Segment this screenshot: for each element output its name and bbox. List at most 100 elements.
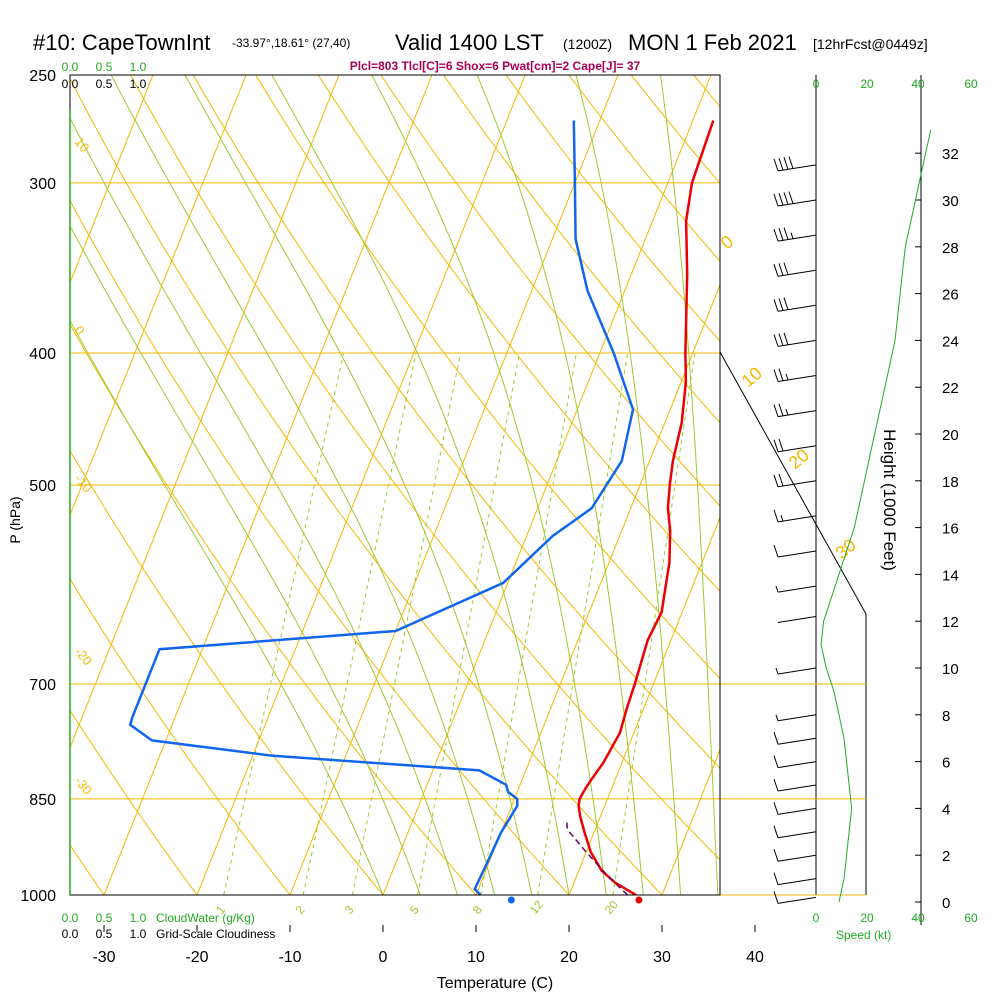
wind-barb-feather [778,228,784,241]
wind-barb-feather [773,474,779,487]
wind-barb [773,732,817,745]
height-tick-label: 32 [942,146,959,163]
mixing-ratio-label: 2 [293,903,308,917]
mixing-ratio-label: 12 [527,897,547,916]
wind-barb-feather [778,473,784,487]
height-tick-label: 28 [942,240,959,257]
wind-speed-tick-bottom: 60 [964,911,978,925]
forecast-date: MON 1 Feb 2021 [628,30,797,55]
wind-barb-feather [773,544,779,558]
wind-barb-feather [778,403,784,416]
pressure-tick-label: 500 [29,478,56,495]
wind-barb-feather [773,299,779,312]
mixing-ratio-label: 20 [602,897,622,916]
wind-barb-staff [777,550,817,558]
wind-barb-staff [777,515,817,523]
wind-barb-staff [777,784,817,792]
pressure-tick-label: 250 [29,68,56,85]
wind-barb-feather [788,191,794,204]
wind-barb-staff [777,410,817,418]
wind-barb-feather [783,262,789,275]
dry-adiabat-label: 30 [832,535,860,563]
temperature-profile-line [577,120,715,895]
wind-barb-feather [773,732,779,745]
wind-barb-feather [773,334,779,347]
dry-adiabat-line [70,449,384,895]
dry-adiabat-line [130,75,720,861]
x-tick-label: 10 [467,949,485,966]
cloudwater-axis-label: CloudWater (g/Kg) [156,911,255,925]
mixing-ratio-line [612,352,696,895]
moist-adiabat-line [371,75,607,895]
wind-barb-feather [788,156,794,169]
wind-barb-feather [773,158,779,172]
wind-barb [773,509,817,523]
wind-barb [773,825,817,839]
wind-barb [773,891,817,904]
wind-barb-staff [777,878,817,886]
height-tick-label: 0 [942,895,950,912]
wind-barb-feather [778,438,784,452]
moist-adiabat-line [70,117,458,895]
pressure-tick-label: 300 [29,176,56,193]
height-tick-label: 10 [942,661,959,678]
chart-header: #10: CapeTownInt -33.97°,18.61° (27,40) … [33,30,928,55]
moist-adiabat-line [110,75,496,895]
wind-barb-feather [773,193,779,207]
wind-barb [773,872,817,886]
station-title: #10: CapeTownInt [33,30,210,55]
wind-barb-half-feather [775,585,779,593]
x-tick-label: -20 [185,949,208,966]
height-tick-label: 30 [942,193,959,210]
forecast-run: [12hrFcst@0449z] [813,36,928,52]
wind-barb-staff [777,761,817,769]
wind-speed-tick-top: 60 [964,77,978,91]
dry-adiabat-line [0,63,11,895]
wind-speed-tick-bottom: 40 [911,911,925,925]
sounding-profiles [128,120,715,904]
wind-barb-feather [773,849,779,862]
dry-adiabat-line [568,75,720,263]
wind-barb-staff [777,375,817,382]
x-tick-label: -30 [92,949,115,966]
wind-barb-half-feather [775,714,779,721]
wind-barb-feather [773,369,779,382]
wind-barb-feather [773,778,779,792]
height-tick-label: 4 [942,801,950,818]
wind-barb-staff [777,445,817,453]
dry-adiabat-line [70,77,663,895]
wind-barb [773,755,817,769]
height-tick-label: 22 [942,380,959,397]
height-tick-label: 24 [942,333,959,350]
wind-speed-tick-bottom: 20 [860,911,874,925]
wind-barb [773,849,817,862]
wind-barb [773,403,817,418]
dry-adiabat-line [809,63,1000,895]
wind-barb-feather [783,192,789,205]
isotherm-line [848,75,1000,895]
wind-barb-half-feather [785,408,789,416]
wind-barb [775,585,817,593]
surface-dewpoint-marker [507,896,515,904]
wind-speed-tick-top: 20 [860,77,874,91]
mixing-ratio-line [417,352,520,895]
dewpoint-profile-line [128,120,635,895]
wind-barb-feather [778,263,784,276]
wind-barb [773,191,817,207]
x-tick-label: 30 [653,949,671,966]
cloudiness-tick-bottom: 1.0 [130,927,147,941]
zulu-time: (1200Z) [563,36,612,52]
wind-barb-feather [773,404,779,417]
dry-adiabat-line [317,75,720,592]
cloudiness-tick-bottom: 0.5 [96,927,113,941]
height-tick-label: 16 [942,521,959,538]
cloudiness-tick-top: 1.0 [130,77,147,91]
dry-adiabat-line [746,63,1000,895]
dry-adiabat-line [70,323,477,895]
wind-barb-staff [777,737,817,745]
isotherm-label: -10 [72,471,96,495]
cloudiness-tick-top: 0.0 [62,77,79,91]
cloudwater-tick-bottom: 0.5 [96,911,113,925]
cloudwater-tick-top: 1.0 [130,60,147,74]
